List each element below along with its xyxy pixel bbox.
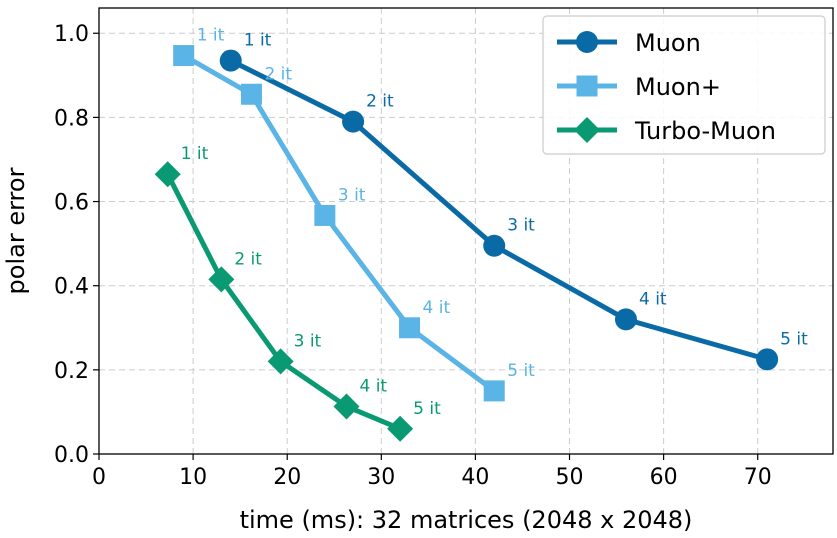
y-tick-label: 0.6: [54, 191, 89, 216]
legend-item-muon: Muon+: [557, 73, 721, 101]
series-line-muon: [182, 53, 496, 393]
point-label-muon: 3 it: [507, 216, 535, 236]
point-label-turbo-muon: 1 it: [181, 144, 209, 164]
series-turbo-muon: [154, 161, 414, 442]
point-label-turbo-muon: 5 it: [413, 399, 441, 419]
y-tick-label: 0.2: [54, 359, 89, 384]
point-label-muon: 5 it: [507, 361, 535, 381]
x-tick-label: 10: [179, 465, 207, 490]
legend-label: Muon: [635, 29, 701, 57]
point-turbo-muon: [154, 161, 181, 188]
y-tick-label: 0.0: [54, 443, 89, 468]
point-label-muon: 2 it: [366, 92, 394, 112]
point-muon: [483, 380, 505, 402]
legend-item-muon: Muon: [557, 29, 701, 57]
legend-label: Muon+: [635, 73, 721, 101]
plot-frame: [98, 7, 834, 455]
series-muon: [219, 49, 779, 371]
point-muon: [483, 234, 506, 257]
y-tick-label: 1.0: [54, 22, 89, 47]
point-label-turbo-muon: 3 it: [294, 331, 322, 351]
x-axis-label: time (ms): 32 matrices (2048 x 2048): [240, 506, 693, 534]
point-muon: [240, 83, 262, 105]
point-label-muon: 1 it: [244, 31, 272, 51]
point-label-turbo-muon: 2 it: [234, 249, 262, 269]
axis-ticks: 0 10 20 30 40 50 60 70 0.0 0.2 0.4 0.6 0.8 1.0: [54, 22, 772, 490]
point-turbo-muon: [333, 393, 360, 420]
point-label-muon: 2 it: [264, 64, 292, 84]
point-turbo-muon: [387, 415, 414, 442]
point-muon: [219, 49, 242, 72]
x-tick-label: 0: [92, 465, 106, 490]
point-muon: [314, 204, 336, 226]
point-label-turbo-muon: 4 it: [359, 376, 387, 396]
x-tick-label: 70: [744, 465, 772, 490]
x-tick-label: 60: [650, 465, 678, 490]
y-tick-label: 0.4: [54, 275, 89, 300]
point-muon: [756, 348, 779, 371]
y-axis-label: polar error: [2, 167, 30, 294]
legend-marker: [576, 75, 598, 97]
point-muon: [614, 308, 637, 331]
x-tick-label: 40: [461, 465, 489, 490]
point-muon: [173, 45, 195, 67]
series-muon: [173, 45, 505, 402]
legend: Muon Muon+ Turbo-Muon: [542, 15, 826, 155]
point-muon: [342, 110, 365, 133]
x-tick-label: 20: [273, 465, 301, 490]
legend-box: [542, 15, 826, 155]
y-tick-label: 0.8: [54, 106, 89, 131]
point-label-muon: 4 it: [423, 298, 451, 318]
point-muon: [399, 317, 421, 339]
point-label-muon: 3 it: [338, 185, 366, 205]
x-tick-label: 30: [367, 465, 395, 490]
point-label-muon: 4 it: [639, 289, 667, 309]
series-layer: [154, 45, 779, 442]
point-label-muon: 5 it: [780, 329, 808, 349]
x-tick-label: 50: [556, 465, 584, 490]
legend-marker: [576, 31, 598, 53]
point-labels: 1 it 2 it 3 it 4 it 5 it 1 it 2 it 3 it 4 it 5 it…: [181, 26, 808, 419]
point-turbo-muon: [267, 348, 294, 375]
legend-marker: [574, 117, 600, 143]
point-label-muon: 1 it: [197, 26, 225, 46]
point-turbo-muon: [208, 266, 235, 293]
legend-label: Turbo-Muon: [634, 117, 776, 145]
legend-item-turbo-muon: Turbo-Muon: [557, 117, 776, 145]
